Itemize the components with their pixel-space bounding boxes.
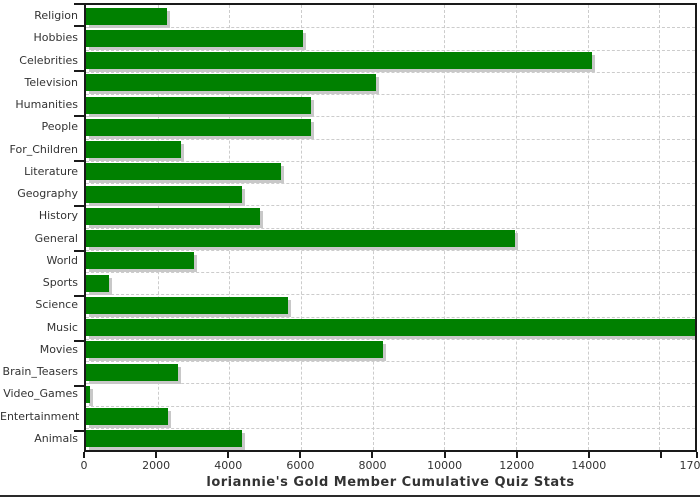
x-axis-tick-label: 6000: [286, 459, 315, 472]
x-axis-tick: [155, 452, 158, 458]
x-axis-tick-label: 2000: [142, 459, 171, 472]
horizontal-gridline: [86, 27, 695, 29]
bar-people: [86, 118, 311, 136]
y-axis-tick: [74, 294, 84, 297]
horizontal-gridline: [86, 316, 695, 318]
category-label-history: History: [38, 209, 78, 223]
y-axis-tick: [74, 429, 84, 432]
horizontal-gridline: [86, 49, 695, 51]
y-axis-tick: [74, 3, 84, 5]
bar-animals: [86, 430, 243, 448]
y-axis-tick: [74, 70, 84, 73]
category-label-world: World: [46, 253, 78, 267]
horizontal-gridline: [86, 338, 695, 340]
horizontal-gridline: [86, 205, 695, 207]
horizontal-gridline: [86, 272, 695, 273]
category-label-literature: Literature: [24, 164, 78, 178]
x-axis-tick-label: 4000: [214, 459, 243, 472]
x-axis-tick: [696, 452, 698, 458]
bar-history: [86, 207, 260, 225]
horizontal-gridline: [86, 71, 695, 73]
horizontal-gridline: [86, 405, 695, 407]
y-axis-tick: [74, 384, 84, 387]
category-label-video-games: Video_Games: [3, 387, 78, 401]
horizontal-gridline: [86, 294, 695, 296]
x-axis-tick-label: 17000: [679, 459, 700, 472]
bar-general: [86, 230, 515, 247]
bar-television: [86, 74, 377, 92]
category-label-entertainment: Entertainment: [0, 409, 80, 423]
category-label-brain-teasers: Brain_Teasers: [2, 365, 78, 378]
category-label-music: Music: [46, 320, 78, 334]
category-label-religion: Religion: [34, 9, 78, 22]
horizontal-gridline: [86, 427, 695, 429]
y-axis-tick: [74, 25, 84, 28]
horizontal-gridline: [86, 361, 695, 362]
horizontal-gridline: [86, 138, 695, 140]
bar-entertainment: [86, 408, 168, 425]
category-label-general: General: [34, 231, 78, 245]
category-label-celebrities: Celebrities: [19, 53, 78, 67]
y-axis-tick: [74, 160, 84, 163]
bar-music: [86, 319, 695, 336]
bar-for-children: [86, 141, 181, 158]
horizontal-gridline: [86, 116, 695, 118]
category-label-animals: Animals: [34, 431, 78, 445]
x-axis-tick: [515, 452, 518, 458]
horizontal-gridline: [86, 160, 695, 162]
horizontal-gridline: [86, 249, 695, 251]
category-label-movies: Movies: [39, 342, 78, 356]
category-label-science: Science: [35, 298, 78, 312]
horizontal-gridline: [86, 227, 695, 229]
x-axis-tick-label: 8000: [358, 459, 387, 472]
x-axis-tick-label: 14000: [571, 459, 607, 472]
y-axis-tick: [74, 205, 84, 208]
x-axis-tick: [371, 452, 374, 458]
y-axis-tick: [74, 115, 84, 118]
bar-hobbies: [86, 29, 304, 47]
category-label-people: People: [41, 120, 78, 134]
x-axis-tick: [83, 452, 85, 458]
chart-title: loriannie's Gold Member Cumulative Quiz …: [206, 475, 575, 490]
bar-celebrities: [86, 52, 593, 69]
category-label-humanities: Humanities: [15, 98, 78, 111]
y-axis-tick: [74, 339, 84, 342]
horizontal-gridline: [86, 94, 695, 95]
x-axis-tick-label: 10000: [427, 459, 463, 472]
bar-sports: [86, 274, 109, 292]
bottom-rule: [0, 495, 700, 497]
plot-area: [84, 3, 697, 452]
x-axis-tick: [587, 452, 590, 458]
category-label-television: Television: [24, 75, 79, 89]
horizontal-gridline: [86, 183, 695, 184]
x-axis-tick-label: 0: [80, 459, 88, 472]
category-label-geography: Geography: [17, 187, 78, 200]
bar-religion: [86, 7, 168, 25]
x-axis-tick-label: 12000: [499, 459, 535, 472]
x-axis-tick: [443, 452, 446, 458]
bar-science: [86, 296, 288, 314]
bar-brain-teasers: [86, 363, 179, 381]
y-axis-tick: [74, 249, 84, 252]
horizontal-gridline: [86, 383, 695, 385]
category-label-sports: Sports: [42, 276, 78, 289]
bar-geography: [86, 185, 243, 203]
category-label-hobbies: Hobbies: [33, 31, 78, 45]
x-axis-tick: [299, 452, 302, 458]
bar-literature: [86, 163, 281, 181]
bar-video-games: [86, 385, 90, 403]
bar-world: [86, 252, 195, 270]
bar-humanities: [86, 96, 311, 114]
x-axis-tick: [227, 452, 230, 458]
x-axis-tick: [659, 452, 662, 458]
bar-movies: [86, 341, 384, 359]
category-label-for-children: For_Children: [9, 142, 78, 156]
